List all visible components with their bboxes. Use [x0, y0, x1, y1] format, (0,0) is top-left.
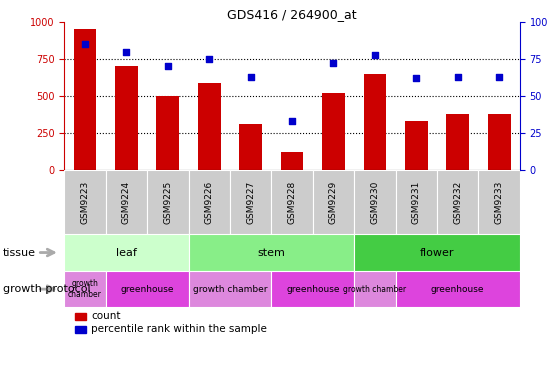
Text: tissue: tissue — [3, 247, 36, 258]
Bar — [147, 170, 188, 234]
Point — [412, 75, 421, 81]
Point — [288, 118, 297, 124]
Text: GSM9232: GSM9232 — [453, 180, 462, 224]
Bar — [188, 271, 271, 307]
Bar — [106, 170, 147, 234]
Text: count: count — [91, 311, 121, 321]
Text: greenhouse: greenhouse — [120, 285, 174, 294]
Text: GSM9227: GSM9227 — [246, 180, 255, 224]
Text: GSM9223: GSM9223 — [80, 180, 89, 224]
Bar — [271, 170, 313, 234]
Point — [80, 41, 89, 47]
Text: GSM9226: GSM9226 — [205, 180, 214, 224]
Text: growth
chamber: growth chamber — [68, 279, 102, 299]
Text: percentile rank within the sample: percentile rank within the sample — [91, 324, 267, 334]
Text: GSM9229: GSM9229 — [329, 180, 338, 224]
Bar — [479, 170, 520, 234]
Bar — [322, 93, 345, 170]
Text: GSM9233: GSM9233 — [495, 180, 504, 224]
Point — [205, 56, 214, 62]
Point — [122, 49, 131, 55]
Bar — [313, 170, 354, 234]
Bar — [115, 67, 138, 170]
Bar — [446, 114, 469, 170]
Bar — [230, 170, 271, 234]
Text: greenhouse: greenhouse — [286, 285, 339, 294]
Bar — [405, 121, 428, 170]
Text: growth chamber: growth chamber — [193, 285, 267, 294]
Text: GSM9230: GSM9230 — [371, 180, 380, 224]
Bar — [188, 170, 230, 234]
Bar — [64, 170, 106, 234]
Text: growth protocol: growth protocol — [3, 284, 91, 294]
Title: GDS416 / 264900_at: GDS416 / 264900_at — [228, 8, 357, 21]
Text: GSM9228: GSM9228 — [287, 180, 297, 224]
Text: GSM9225: GSM9225 — [163, 180, 172, 224]
Bar — [271, 271, 354, 307]
Text: growth chamber: growth chamber — [343, 285, 406, 294]
Bar — [396, 271, 520, 307]
Bar — [188, 234, 354, 271]
Bar — [488, 114, 510, 170]
Point — [329, 60, 338, 66]
Bar — [437, 170, 479, 234]
Bar — [74, 29, 96, 170]
Bar — [198, 83, 221, 170]
Bar — [363, 74, 386, 170]
Bar — [64, 271, 106, 307]
Text: GSM9231: GSM9231 — [412, 180, 421, 224]
Point — [246, 74, 255, 80]
Text: stem: stem — [258, 247, 285, 258]
Text: GSM9224: GSM9224 — [122, 181, 131, 224]
Bar — [106, 271, 188, 307]
Bar — [396, 170, 437, 234]
Bar — [281, 152, 304, 170]
Bar — [354, 170, 396, 234]
Point — [371, 52, 380, 57]
Bar — [354, 271, 396, 307]
Text: greenhouse: greenhouse — [431, 285, 485, 294]
Point — [495, 74, 504, 80]
Bar — [157, 96, 179, 170]
Bar — [354, 234, 520, 271]
Text: flower: flower — [420, 247, 454, 258]
Bar — [239, 124, 262, 170]
Text: leaf: leaf — [116, 247, 137, 258]
Bar — [64, 234, 188, 271]
Point — [453, 74, 462, 80]
Point — [163, 64, 172, 70]
